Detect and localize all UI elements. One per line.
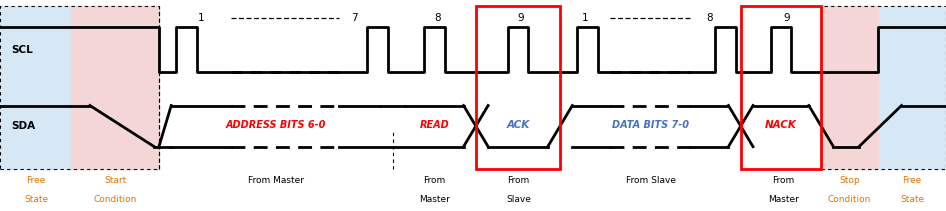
Text: Start: Start (104, 176, 127, 185)
Text: Condition: Condition (94, 195, 137, 204)
Text: 9: 9 (783, 13, 791, 23)
Text: State: State (900, 195, 924, 204)
Bar (878, 6, 946, 169)
Text: 7: 7 (351, 13, 359, 23)
Text: NACK: NACK (765, 120, 797, 130)
Text: From Master: From Master (248, 176, 305, 185)
Text: Free: Free (902, 176, 921, 185)
Text: Slave: Slave (506, 195, 531, 204)
Bar (71, 6, 159, 169)
Text: 8: 8 (434, 13, 442, 23)
Text: Free: Free (26, 176, 45, 185)
Text: 9: 9 (517, 13, 524, 23)
Text: Master: Master (419, 195, 449, 204)
Text: Stop: Stop (839, 176, 860, 185)
Text: From: From (772, 176, 795, 185)
Text: ADDRESS BITS 6-0: ADDRESS BITS 6-0 (225, 120, 326, 130)
Text: SCL: SCL (11, 45, 33, 55)
Text: 1: 1 (198, 13, 205, 23)
Text: State: State (24, 195, 48, 204)
Text: ACK: ACK (506, 120, 530, 130)
Bar (821, 6, 878, 169)
Text: SDA: SDA (11, 121, 36, 131)
Text: Condition: Condition (828, 195, 871, 204)
Text: 1: 1 (581, 13, 588, 23)
Text: DATA BITS 7-0: DATA BITS 7-0 (612, 120, 689, 130)
Text: Master: Master (768, 195, 798, 204)
Text: From Slave: From Slave (626, 176, 675, 185)
Text: 8: 8 (706, 13, 713, 23)
Bar (0, 6, 71, 169)
Text: From: From (423, 176, 446, 185)
Text: READ: READ (419, 120, 449, 130)
Text: From: From (507, 176, 530, 185)
